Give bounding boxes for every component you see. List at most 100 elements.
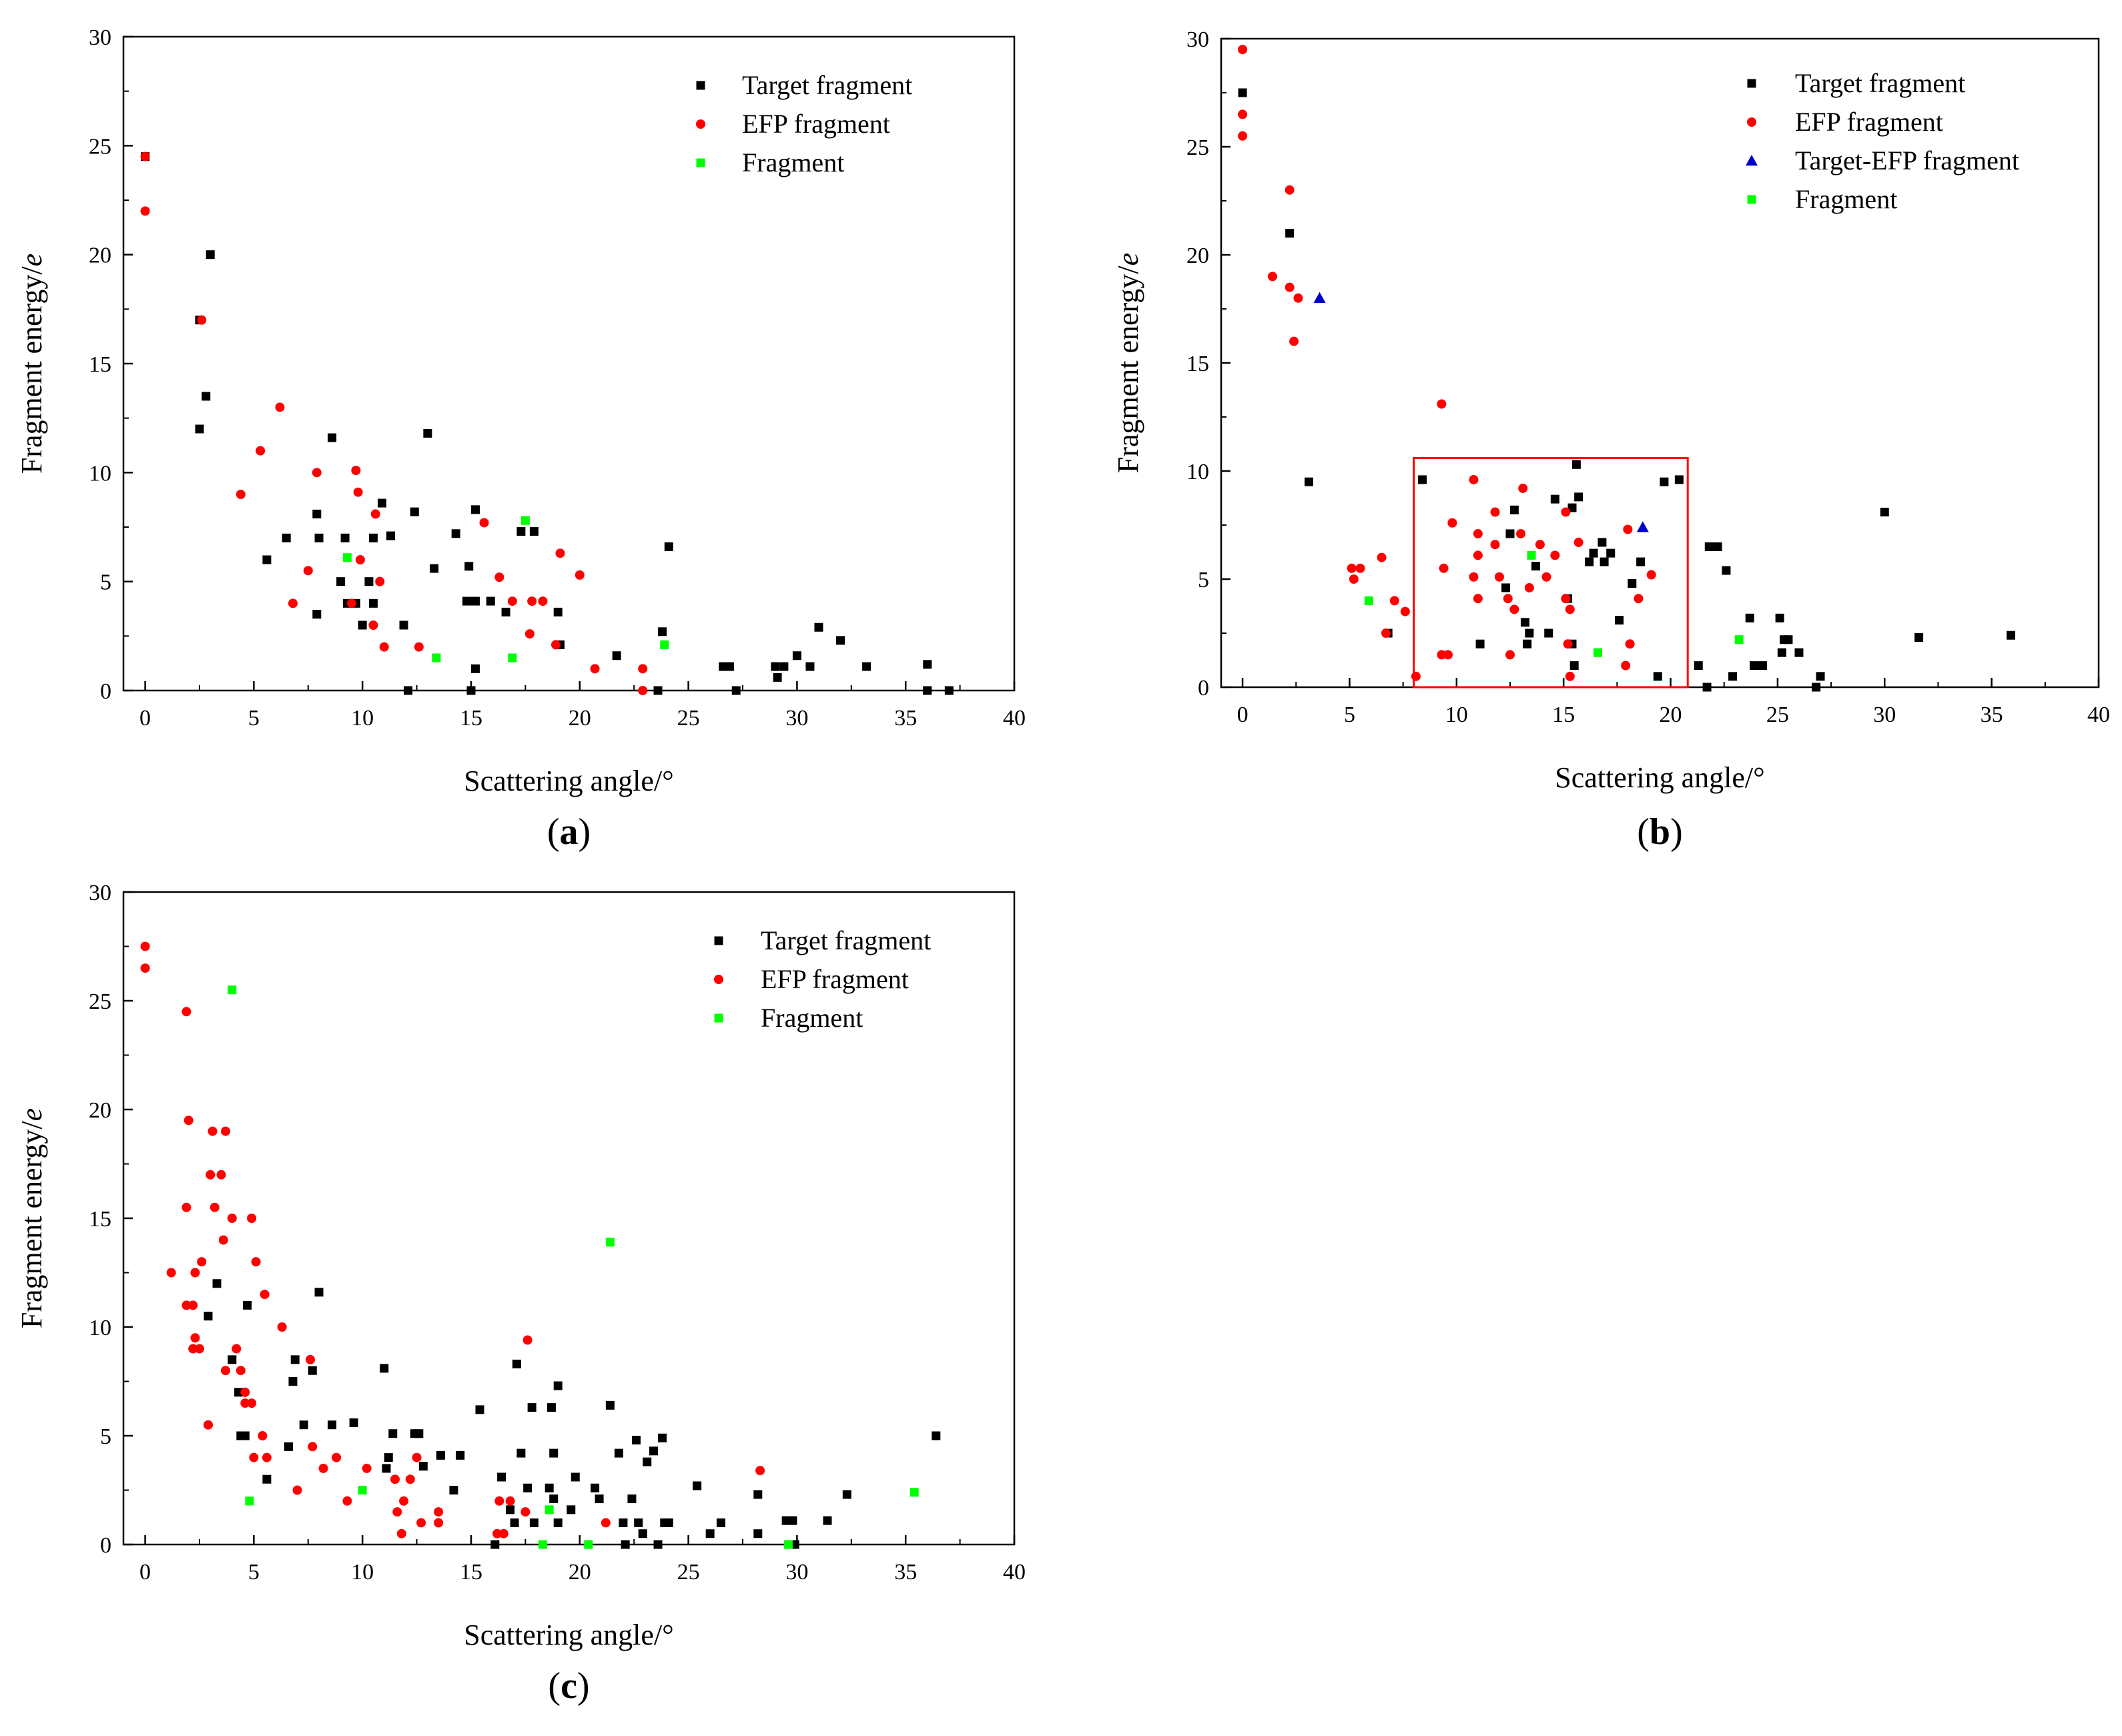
data-point [288,598,298,608]
data-point [538,1540,547,1549]
data-point [370,509,380,519]
data-point [660,640,669,649]
data-point [621,1540,630,1549]
data-point [312,509,322,518]
x-tick-label: 5 [248,706,260,731]
data-point [545,1505,554,1514]
data-point [216,1170,226,1180]
data-point [1550,494,1559,504]
data-point [1469,474,1479,484]
data-point [1473,528,1483,538]
data-point [529,527,539,536]
data-point [1293,293,1303,303]
data-point [332,1452,342,1462]
data-point [249,1452,259,1462]
data-point [1775,613,1784,622]
data-point [364,577,374,586]
data-point [358,1486,367,1494]
data-point [194,1344,204,1354]
data-point [545,1483,554,1492]
data-point [1569,661,1579,671]
data-point [1531,562,1540,571]
legend-marker [1747,117,1756,127]
data-point [432,653,441,663]
data-point [805,662,815,671]
data-point [612,651,621,661]
data-point [1628,578,1637,588]
data-point [190,1268,200,1278]
data-point [773,673,782,682]
data-point [1634,594,1644,604]
data-point [1606,548,1616,558]
data-point [1501,583,1511,592]
data-point [260,1290,270,1300]
data-point [262,555,272,564]
data-point [1598,538,1607,547]
data-point [204,1312,213,1321]
data-point [605,1400,615,1410]
data-point [1439,563,1449,573]
data-point [1880,508,1889,517]
x-tick-label: 20 [569,706,591,731]
data-point [308,1442,318,1452]
data-point [362,1463,372,1473]
data-point [516,527,526,536]
data-point [1505,650,1515,660]
plot-frame [1220,37,2100,689]
data-point [590,664,600,674]
legend-label: EFP fragment [761,964,909,994]
data-point [166,1268,176,1278]
data-point [423,429,432,438]
data-point [814,622,823,632]
data-point [584,1540,593,1549]
data-point [464,562,474,571]
y-axis-title-unit: e [15,1108,48,1122]
data-point [1285,229,1295,238]
data-point [755,1466,765,1476]
data-point [627,1494,637,1504]
data-point [247,1214,257,1223]
data-point [314,533,324,542]
legend: Target fragment EFP fragment Fragment [714,925,931,1033]
data-point [303,566,313,576]
data-point [262,1474,272,1484]
y-tick-label: 15 [89,352,111,377]
data-point [529,1518,539,1527]
data-point [658,1433,667,1442]
data-point [512,1359,521,1368]
data-point [1505,529,1515,538]
data-point [346,598,356,608]
x-axis-title: Scattering angle/° [464,1619,674,1651]
data-point [1490,507,1500,517]
data-point [1589,548,1598,558]
data-point [1914,632,1924,642]
data-point [553,1381,563,1390]
data-point [1411,671,1421,681]
series-fragment [342,516,669,663]
legend-label: Target fragment [761,925,931,955]
x-tick-label: 25 [1766,703,1789,727]
data-point [1646,570,1656,580]
data-point [1694,661,1703,671]
data-point [390,1474,400,1484]
data-point [1285,282,1295,292]
data-point [1674,475,1684,484]
series-target-fragment [141,152,954,695]
chart-panel-c: 0 5 10 15 20 25 30 35 40 0 5 10 15 20 25 30 Scattering a… [15,881,1026,1707]
data-point [462,596,471,606]
data-point [1377,552,1387,562]
y-tick-label: 20 [89,1098,111,1123]
data-point [140,151,150,161]
data-point [575,570,585,580]
data-point [1713,542,1722,551]
data-point [375,576,385,586]
data-point [1313,292,1326,303]
data-point [549,1494,559,1504]
data-point [1525,628,1534,638]
data-point [649,1446,658,1456]
data-point [693,1481,702,1490]
y-tick-label: 5 [100,1424,111,1449]
data-point [538,596,548,606]
data-point [1355,563,1365,573]
